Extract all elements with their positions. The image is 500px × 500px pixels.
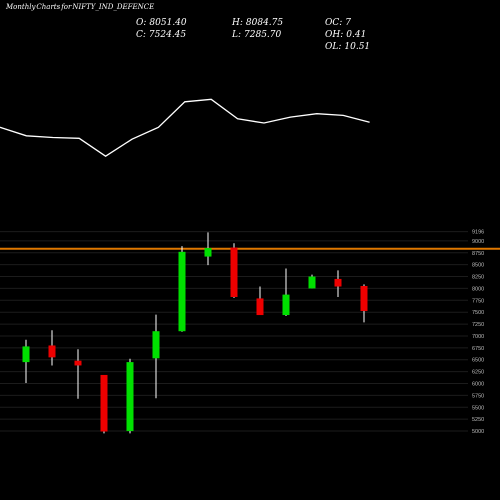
candle-body-down <box>360 285 368 312</box>
symbol-name: NIFTY_IND_DEFENCE <box>71 3 154 11</box>
candle <box>178 246 186 332</box>
candle <box>308 274 316 289</box>
candle-body-down <box>334 278 342 287</box>
y-tick-label: 8000 <box>472 286 484 292</box>
stat-open: O: 8051.40 <box>136 18 187 28</box>
stat-value: 7524.45 <box>149 30 186 40</box>
candle-body-up <box>178 251 186 332</box>
stat-label: H: <box>231 18 243 28</box>
stat-low: L: 7285.70 <box>231 30 282 40</box>
y-tick-label: 6000 <box>472 382 484 388</box>
candle-body-up <box>282 294 290 316</box>
y-tick-label: 8250 <box>472 275 484 281</box>
y-tick-label: 6750 <box>472 346 484 352</box>
stat-value: 8051.40 <box>149 18 186 28</box>
candle-body-down <box>256 298 264 316</box>
candle <box>48 330 56 366</box>
candle <box>126 358 134 434</box>
candle <box>334 270 342 297</box>
y-axis-ticks: 9196 9000 8750 8500 8250 8000 7750 7500 7250 7000… <box>472 230 484 435</box>
candle <box>360 284 368 323</box>
stat-value: 7 <box>345 18 351 28</box>
indicator-panel <box>0 98 370 157</box>
candle <box>100 374 108 434</box>
y-tick-label: 6250 <box>472 370 484 376</box>
stat-label: OL: <box>325 42 341 52</box>
stat-ol: OL: 10.51 <box>325 42 370 52</box>
y-tick-label: 7750 <box>472 298 484 304</box>
y-tick-label: 8750 <box>472 251 484 257</box>
stat-value: 7285.70 <box>244 30 281 40</box>
candle <box>282 268 290 316</box>
ohlc-stats: O: 8051.40 H: 8084.75 OC: 7 C: 7524.45 L: 728… <box>136 18 370 52</box>
stat-oh: OH: 0.41 <box>325 30 366 40</box>
candle <box>230 243 238 298</box>
stat-value: 0.41 <box>346 30 366 40</box>
stat-label: OH: <box>325 30 343 40</box>
title-prefix: Monthly <box>5 3 36 11</box>
y-tick-label: 5500 <box>472 405 484 411</box>
y-tick-label: 5750 <box>472 393 484 399</box>
y-tick-label: 7000 <box>472 334 484 340</box>
candle <box>256 286 264 316</box>
candle <box>22 339 30 384</box>
candle-body-down <box>100 374 108 432</box>
candle-body-up <box>152 331 160 359</box>
stat-oc: OC: 7 <box>325 18 351 28</box>
candle-body-up <box>308 276 316 289</box>
stat-label: OC: <box>325 18 342 28</box>
stat-label: L: <box>231 30 241 40</box>
title-text: Charts <box>36 3 60 11</box>
stat-value: 10.51 <box>344 42 370 52</box>
candle <box>74 349 82 399</box>
y-tick-label: 9196 <box>472 230 484 236</box>
stat-high: H: 8084.75 <box>231 18 283 28</box>
y-tick-label: 5000 <box>472 429 484 435</box>
indicator-line <box>0 98 370 157</box>
stat-label: O: <box>136 18 146 28</box>
stat-value: 8084.75 <box>246 18 283 28</box>
candle-body-down <box>74 360 82 366</box>
title-sub: for <box>60 3 72 11</box>
y-tick-label: 9000 <box>472 239 484 245</box>
y-tick-label: 8500 <box>472 263 484 269</box>
y-tick-label: 7500 <box>472 310 484 316</box>
candle-body-up <box>126 362 134 432</box>
y-tick-label: 7250 <box>472 322 484 328</box>
stat-close: C: 7524.45 <box>136 30 186 40</box>
y-tick-label: 5250 <box>472 417 484 423</box>
candle-body-down <box>48 345 56 358</box>
candle-body-up <box>204 248 212 257</box>
stat-label: C: <box>136 30 146 40</box>
candle-body-up <box>22 346 30 363</box>
candle-body-down <box>230 247 238 297</box>
candle <box>204 232 212 266</box>
candlestick-series <box>22 232 368 434</box>
chart-title: MonthlyChartsforNIFTY_IND_DEFENCE <box>5 3 154 11</box>
candle <box>152 314 160 399</box>
y-tick-label: 6500 <box>472 358 484 364</box>
